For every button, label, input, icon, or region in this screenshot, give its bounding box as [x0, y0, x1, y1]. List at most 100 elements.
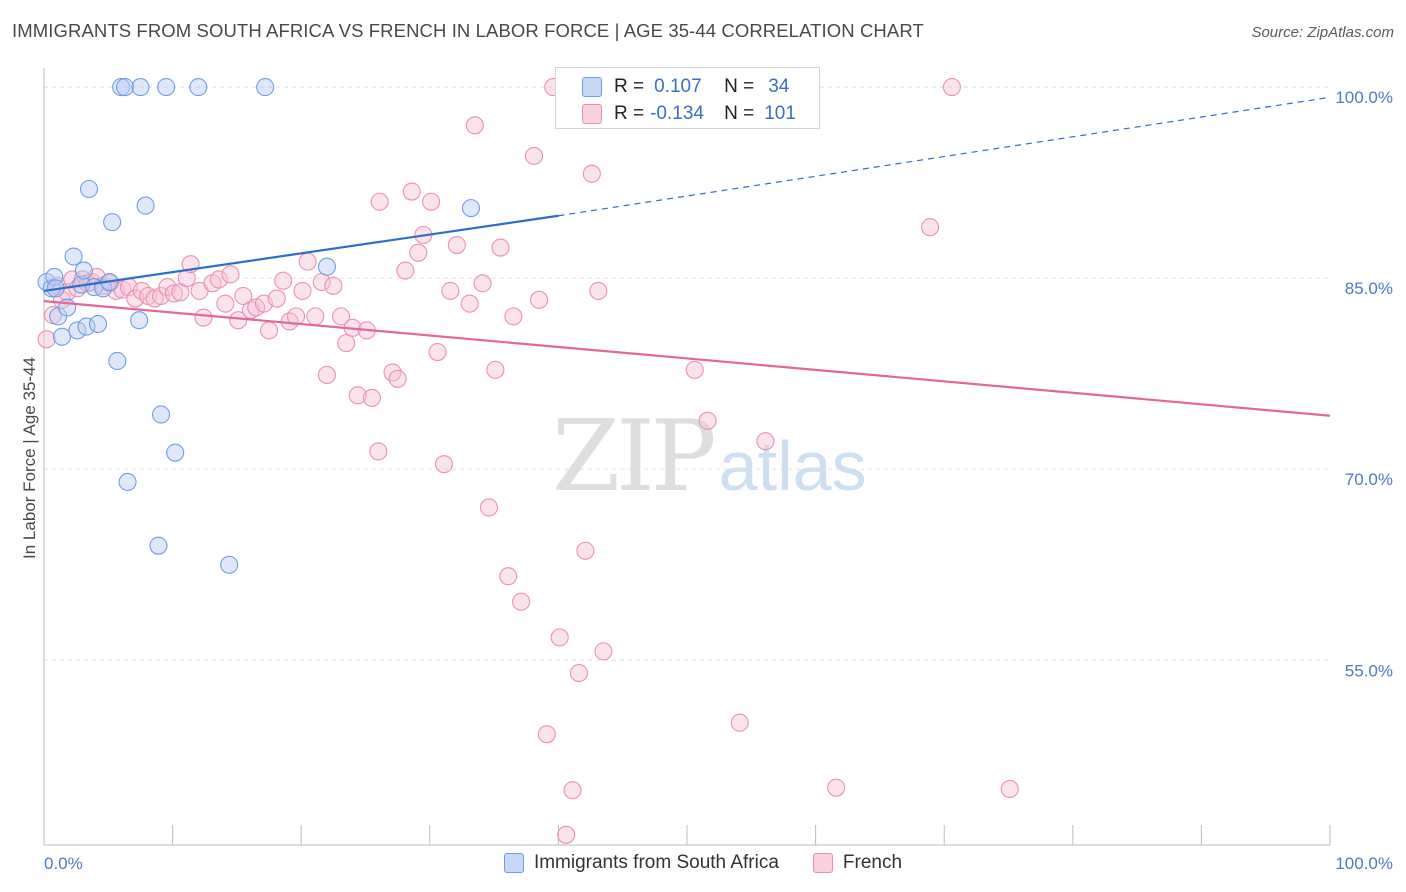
n-label: N = [724, 76, 755, 97]
french-point [504, 307, 523, 326]
y-tick-label: 55.0% [1345, 661, 1393, 680]
french-point [491, 238, 510, 257]
french-point [594, 642, 613, 661]
r-value: -0.134 [650, 103, 704, 124]
south-africa-trend-extension [558, 96, 1331, 217]
french-point [194, 308, 213, 327]
french-point [216, 294, 235, 313]
south-africa-point [151, 405, 171, 424]
south-africa-point [45, 267, 64, 286]
south-africa-point [64, 247, 83, 266]
french-point [942, 78, 961, 97]
south-africa-point [74, 261, 93, 280]
french-point [221, 265, 240, 284]
french-point [259, 321, 279, 340]
south-africa-point [131, 78, 150, 97]
french-point [441, 281, 460, 300]
south-africa-point [112, 78, 131, 97]
french-point [409, 243, 428, 262]
legend-swatch-pink [812, 853, 833, 873]
tick-labels: 55.0% 70.0% 85.0% 100.0% 0.0% 100.0% [44, 88, 1393, 873]
x-tick-label: 0.0% [44, 854, 83, 873]
n-label: N = [724, 103, 755, 124]
french-point [524, 146, 544, 165]
french-point [428, 343, 447, 362]
french-point [557, 825, 576, 844]
south-africa-point [52, 327, 72, 346]
french-point [402, 182, 421, 201]
south-africa-point [108, 351, 127, 371]
south-africa-point [166, 443, 185, 462]
french-point [332, 307, 351, 326]
french-point [369, 442, 388, 461]
south-africa-point [256, 78, 275, 97]
legend-label: French [842, 852, 903, 873]
french-point [396, 261, 415, 280]
r-label: R = [614, 103, 645, 124]
stats-row-french: R = -0.134 N = 101 [556, 100, 796, 128]
y-tick-label: 85.0% [1345, 279, 1393, 298]
french-point [512, 592, 531, 611]
french-point [465, 116, 484, 135]
trend-lines [43, 96, 1331, 417]
south-africa-point [58, 298, 77, 317]
south-africa-point [79, 179, 99, 199]
french-point [348, 386, 367, 405]
n-value: 34 [768, 76, 790, 97]
south-africa-point [317, 257, 336, 276]
legend-item-french[interactable]: French [812, 852, 903, 874]
french-point [479, 498, 499, 517]
french-point [698, 411, 717, 430]
french-trend-line [43, 300, 1331, 417]
legend-item-south-africa[interactable]: Immigrants from South Africa [503, 852, 779, 874]
south-africa-point [88, 314, 108, 334]
source-credit: Source: ZipAtlas.com [1251, 24, 1394, 41]
south-africa-point [136, 196, 155, 215]
y-axis-label: In Labor Force | Age 35-44 [20, 357, 39, 559]
french-point [267, 289, 286, 308]
south-africa-point [157, 78, 176, 97]
south-africa-trend-line [43, 214, 559, 292]
south-africa-point [68, 321, 87, 340]
french-point [447, 236, 466, 255]
french-point [486, 360, 505, 379]
french-point [1000, 779, 1019, 799]
south-africa-point [94, 279, 113, 298]
french-point [589, 281, 608, 300]
french-point [756, 432, 775, 451]
french-point [550, 628, 569, 647]
french-point [422, 192, 441, 211]
x-tick-label: 100.0% [1335, 854, 1393, 873]
south-africa-point [77, 317, 96, 336]
r-value: 0.107 [654, 76, 702, 97]
south-africa-point [118, 472, 137, 492]
pink-swatch [582, 104, 602, 124]
french-point [298, 252, 317, 271]
french-point [434, 455, 453, 474]
south-africa-point [220, 555, 239, 574]
french-point [388, 369, 407, 388]
french-point [362, 388, 381, 407]
french-point [537, 725, 556, 744]
french-point [337, 334, 356, 353]
french-point [730, 713, 749, 732]
french-point [530, 290, 549, 309]
south-africa-point [115, 78, 135, 97]
french-point [37, 330, 56, 349]
n-value: 101 [764, 103, 796, 124]
french-point [582, 164, 601, 183]
french-point [460, 294, 479, 313]
y-tick-label: 70.0% [1345, 470, 1393, 489]
chart-title: IMMIGRANTS FROM SOUTH AFRICA VS FRENCH I… [12, 20, 924, 41]
french-point [827, 778, 846, 797]
french-point [569, 663, 589, 683]
stats-row-south-africa: R = 0.107 N = 34 [556, 73, 789, 101]
south-africa-point [189, 78, 208, 97]
french-point [324, 276, 343, 295]
y-tick-label: 100.0% [1335, 88, 1393, 107]
french-point [306, 307, 325, 326]
french-point [274, 271, 293, 290]
legend-swatch-blue [503, 853, 524, 873]
stats-box: R = 0.107 N = 34 R = -0.134 N = 101 [555, 67, 820, 129]
french-point [921, 218, 940, 237]
